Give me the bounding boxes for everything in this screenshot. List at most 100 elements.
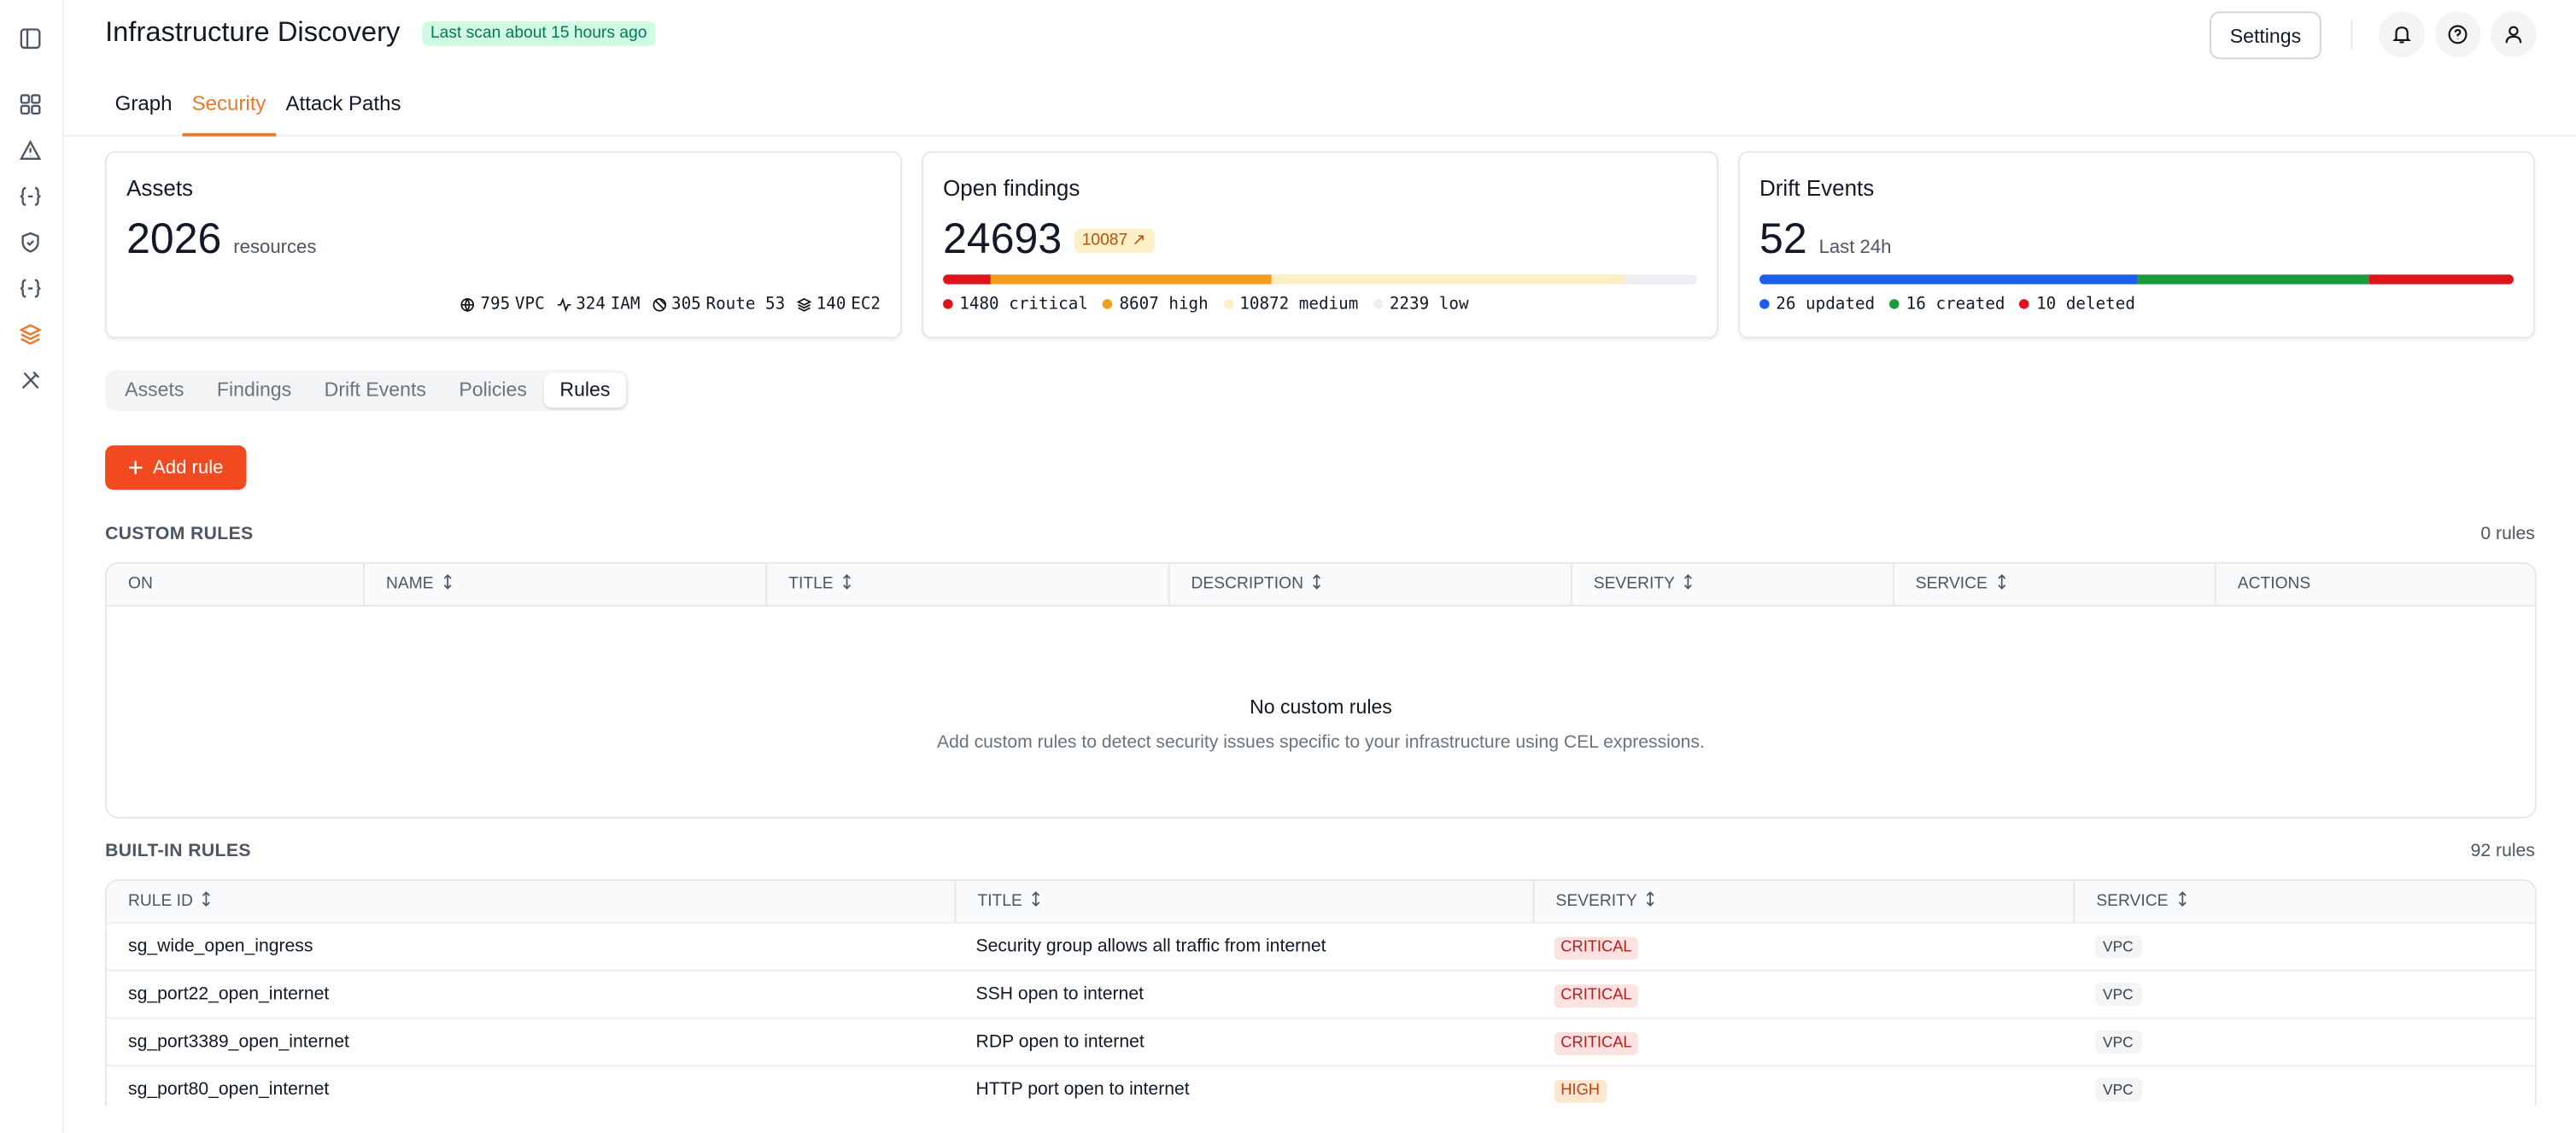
legend-item: 10 deleted: [2019, 296, 2135, 314]
severity-badge: HIGH: [1554, 1079, 1607, 1103]
column-label: SEVERITY: [1555, 892, 1637, 911]
sort-icon[interactable]: [841, 573, 852, 590]
drift-count: 52: [1759, 214, 1807, 263]
add-rule-button[interactable]: Add rule: [105, 445, 247, 490]
shield-icon[interactable]: [20, 232, 41, 253]
assets-card: Assets 2026 resources 795 VPC 324 IAM 305 Rou…: [105, 150, 902, 339]
table-row: sg_port22_open_internet SSH open to inter…: [107, 969, 2535, 1019]
sub-tab[interactable]: Rules: [543, 373, 627, 408]
bar-segment: [2136, 274, 2369, 285]
legend-label: updated: [1806, 296, 1876, 314]
sort-icon[interactable]: [1683, 573, 1695, 590]
column-label: ACTIONS: [2237, 575, 2311, 594]
card-value: 52 Last 24h: [1759, 214, 1891, 265]
user-button[interactable]: [2490, 11, 2537, 58]
legend-value: 10: [2036, 296, 2057, 314]
rule-id: sg_port22_open_internet: [128, 984, 330, 1005]
bar-segment: [2368, 274, 2514, 285]
tools-icon[interactable]: [20, 370, 41, 391]
drift-card: Drift Events 52 Last 24h 26 updated 16 cr…: [1738, 150, 2535, 339]
resource-label: VPC: [514, 296, 545, 314]
table-cell: CRITICAL: [1533, 1019, 2074, 1067]
tab[interactable]: Security: [182, 92, 276, 137]
column-header[interactable]: TITLE: [954, 880, 1533, 923]
sort-icon[interactable]: [1030, 891, 1041, 907]
legend-item: 1480 critical: [943, 296, 1088, 314]
resource-icon: [461, 298, 475, 313]
sort-icon[interactable]: [1312, 573, 1323, 590]
table-cell: HTTP port open to internet: [955, 1066, 1533, 1106]
table-cell: sg_port22_open_internet: [107, 972, 955, 1019]
help-button[interactable]: [2434, 11, 2481, 58]
card-title: Assets: [126, 175, 194, 201]
findings-bar: [943, 274, 1697, 285]
legend-dot: [1223, 299, 1233, 309]
column-header[interactable]: TITLE: [765, 563, 1168, 605]
sort-icon[interactable]: [2176, 891, 2187, 907]
resource-count: 305: [671, 296, 701, 314]
add-rule-label: Add rule: [153, 457, 224, 478]
toggle-sidebar-icon[interactable]: [20, 28, 41, 50]
sort-icon[interactable]: [1996, 573, 2007, 590]
legend-value: 26: [1776, 296, 1796, 314]
section-title: BUILT-IN RULES: [105, 841, 251, 861]
column-label: TITLE: [977, 892, 1022, 911]
table-header: RULE ID TITLE SEVERITY SERVICE: [107, 880, 2535, 923]
legend-item: 8607 high: [1103, 296, 1209, 314]
dashboard-icon[interactable]: [20, 94, 41, 115]
column-header[interactable]: SERVICE: [2073, 880, 2534, 923]
alerts-icon[interactable]: [20, 139, 42, 161]
tab[interactable]: Graph: [114, 91, 173, 115]
assets-count: 2026: [126, 214, 222, 263]
findings-legend: 1480 critical 8607 high 10872 medium 2239 l…: [943, 296, 1469, 314]
user-icon: [2505, 26, 2522, 44]
builtin-rules-table: RULE ID TITLE SEVERITY SERVICE sg_wide_open…: [105, 879, 2537, 1107]
legend-label: created: [1935, 296, 2005, 314]
column-header[interactable]: NAME: [363, 563, 765, 605]
legend-value: 10872: [1239, 296, 1290, 314]
sub-tab[interactable]: Findings: [216, 378, 292, 402]
legend-value: 16: [1906, 296, 1926, 314]
sub-tab[interactable]: Drift Events: [324, 378, 426, 402]
sub-tab[interactable]: Assets: [125, 378, 184, 402]
table-cell: sg_port80_open_internet: [107, 1066, 955, 1106]
service-badge: VPC: [2094, 983, 2142, 1007]
table-cell: VPC: [2073, 924, 2534, 972]
layers-icon[interactable]: [20, 324, 42, 345]
rule-id: sg_port80_open_internet: [128, 1079, 330, 1100]
tab-bar: Graph Security Attack Paths: [62, 92, 2576, 137]
sidebar: [0, 0, 65, 1133]
column-header[interactable]: SERVICE: [1892, 563, 2215, 605]
sub-tabs: Assets Findings Drift Events Policies Rules: [105, 369, 630, 411]
column-header[interactable]: SEVERITY: [1532, 880, 2074, 923]
sort-icon[interactable]: [1645, 891, 1656, 907]
severity-badge: CRITICAL: [1554, 936, 1639, 960]
notifications-button[interactable]: [2379, 11, 2426, 58]
sort-icon[interactable]: [202, 891, 213, 907]
code-icon[interactable]: [20, 185, 41, 207]
table-cell: SSH open to internet: [955, 972, 1533, 1019]
sub-tab[interactable]: Policies: [459, 378, 527, 402]
table-header: ON NAME TITLE DESCRIPTION SEVERITY SERVICE ACT…: [107, 563, 2535, 607]
column-header[interactable]: DESCRIPTION: [1168, 563, 1571, 605]
table-cell: Security group allows all traffic from i…: [955, 924, 1533, 972]
settings-button[interactable]: Settings: [2210, 11, 2321, 60]
rule-title: RDP open to internet: [975, 1031, 1145, 1053]
rule-id: sg_wide_open_ingress: [128, 936, 313, 957]
sort-icon[interactable]: [442, 573, 453, 590]
column-header[interactable]: SEVERITY: [1570, 563, 1893, 605]
card-title: Open findings: [943, 175, 1080, 201]
code-icon[interactable]: [20, 278, 41, 299]
column-label: DESCRIPTION: [1191, 575, 1303, 594]
service-badge: VPC: [2094, 1030, 2142, 1054]
column-header[interactable]: RULE ID: [107, 881, 955, 922]
legend-item: 16 created: [1889, 296, 2005, 314]
column-header: ACTIONS: [2214, 563, 2535, 605]
severity-badge: CRITICAL: [1554, 984, 1639, 1008]
bell-icon: [2392, 26, 2411, 44]
help-icon: [2448, 25, 2468, 44]
legend-dot: [1759, 299, 1770, 309]
tab[interactable]: Attack Paths: [285, 91, 401, 115]
